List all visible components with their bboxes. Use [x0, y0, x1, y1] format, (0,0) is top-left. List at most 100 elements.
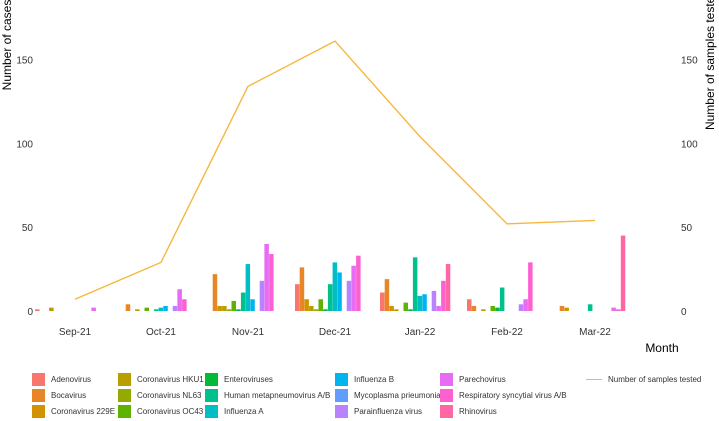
- bar-parainfluenza-virus-jan-22: [431, 290, 437, 311]
- legend-swatch: [335, 388, 348, 402]
- legend-label: Parainfluenza virus: [354, 406, 423, 416]
- legend-item-number-of-samples-tested: Number of samples tested: [586, 372, 701, 386]
- bar-influenza-a-jan-22: [417, 295, 423, 311]
- legend-item-coronavirus-229e: Coronavirus 229E: [32, 404, 115, 418]
- bar-parainfluenza-virus-dec-21: [346, 280, 352, 311]
- legend-swatch: [118, 372, 131, 386]
- legend-label: Human metapneumovirus A/B: [224, 390, 331, 400]
- y2-tick-label: 150: [681, 56, 698, 67]
- legend-swatch: [32, 404, 45, 418]
- bar-coronavirus-hku1-nov-21: [222, 305, 227, 311]
- bar-coronavirus-229e-jan-22: [389, 305, 394, 311]
- bar-parechovirus-sep-21: [91, 307, 96, 311]
- legend-swatch: [118, 388, 131, 402]
- legend-label: Coronavirus OC43: [137, 406, 204, 416]
- y2-tick-label: 100: [681, 139, 698, 150]
- bar-coronavirus-oc43-jan-22: [403, 302, 408, 311]
- legend-swatch: [335, 372, 348, 386]
- legend-item-respiratory-syncytial-virus-a-b: Respiratory syncytial virus A/B: [440, 388, 567, 402]
- legend-label: Rhinovirus: [459, 406, 497, 416]
- legend-swatch: [335, 404, 348, 418]
- bar-coronavirus-nl63-dec-21: [313, 309, 319, 311]
- bar-respiratory-syncytial-virus-a-b-oct-21: [182, 299, 187, 311]
- bar-bocavirus-oct-21: [125, 304, 131, 311]
- bar-coronavirus-229e-mar-22: [564, 307, 569, 311]
- legend-item-coronavirus-oc43: Coronavirus OC43: [118, 404, 203, 418]
- x-tick-label: Feb-22: [491, 327, 523, 338]
- bar-influenza-b-oct-21: [163, 305, 168, 311]
- legend-line-swatch: [586, 378, 602, 380]
- bar-influenza-b-nov-21: [250, 299, 255, 311]
- y-tick-label: 150: [16, 56, 33, 67]
- bar-influenza-a-oct-21: [158, 307, 164, 311]
- bar-rhinovirus-jan-22: [445, 264, 451, 311]
- bar-bocavirus-nov-21: [212, 274, 218, 311]
- legend-item-parechovirus: Parechovirus: [440, 372, 506, 386]
- x-axis: Sep-21 Oct-21 Nov-21 Dec-21 Jan-22 Feb-22 Mar-…: [59, 327, 611, 338]
- legend-item-mycoplasma-prieumoniae: Mycoplasma prieumoniae: [335, 388, 445, 402]
- legend-swatch: [205, 372, 218, 386]
- bar-bocavirus-dec-21: [299, 267, 305, 311]
- bar-human-metapneumovirus-a-b-dec-21: [327, 284, 333, 311]
- y-tick-label: 50: [22, 223, 34, 234]
- bar-influenza-b-jan-22: [422, 294, 427, 311]
- bar-coronavirus-oc43-oct-21: [144, 307, 149, 311]
- y-axis-label: Number of cases: [0, 0, 14, 90]
- y-tick-label: 100: [16, 139, 33, 150]
- legend-label: Coronavirus HKU1: [137, 374, 204, 384]
- bar-respiratory-syncytial-virus-a-b-dec-21: [356, 255, 361, 311]
- line-layer: [74, 40, 596, 300]
- bar-parechovirus-feb-22: [523, 299, 528, 311]
- x-tick-label: Jan-22: [405, 327, 436, 338]
- bar-adenovirus-jan-22: [380, 292, 385, 311]
- x-axis-label: Month: [645, 341, 678, 355]
- legend-swatch: [440, 404, 453, 418]
- y-tick-label: 0: [27, 307, 33, 318]
- bar-parechovirus-dec-21: [351, 265, 356, 311]
- bar-coronavirus-229e-nov-21: [217, 305, 222, 311]
- bar-coronavirus-hku1-dec-21: [309, 305, 314, 311]
- x-tick-label: Oct-21: [146, 327, 176, 338]
- x-tick-label: Sep-21: [59, 327, 92, 338]
- legend-item-influenza-b: Influenza B: [335, 372, 394, 386]
- bar-coronavirus-hku1-jan-22: [394, 309, 399, 311]
- y-axis-left: 0 50 100 150: [16, 56, 33, 318]
- legend-item-coronavirus-nl63: Coronavirus NL63: [118, 388, 201, 402]
- bar-respiratory-syncytial-virus-a-b-feb-22: [528, 262, 533, 311]
- bars-group: [35, 235, 626, 311]
- bar-bocavirus-jan-22: [384, 279, 390, 311]
- legend-label: Parechovirus: [459, 374, 506, 384]
- legend-label: Coronavirus NL63: [137, 390, 202, 400]
- legend-label: Enteroviruses: [224, 374, 273, 384]
- legend-item-human-metapneumovirus-a-b: Human metapneumovirus A/B: [205, 388, 330, 402]
- bar-enteroviruses-feb-22: [495, 307, 500, 311]
- bar-influenza-a-dec-21: [332, 262, 338, 311]
- bar-parainfluenza-virus-oct-21: [172, 305, 178, 311]
- legend-label: Influenza A: [224, 406, 264, 416]
- x-tick-label: Mar-22: [579, 327, 611, 338]
- bar-enteroviruses-dec-21: [323, 309, 328, 311]
- legend-label: Influenza B: [354, 374, 395, 384]
- chart-svg: 0 50 100 150 0 50 100 150 Sep-21 Oct-21 Nov-21 De…: [0, 0, 717, 355]
- bar-coronavirus-nl63-nov-21: [226, 309, 232, 311]
- legend-swatch: [205, 404, 218, 418]
- bar-influenza-b-dec-21: [337, 272, 342, 311]
- legend-swatch: [32, 372, 45, 386]
- legend: Adenovirus Coronavirus HKU1 Enteroviruses I…: [0, 370, 719, 421]
- bar-respiratory-syncytial-virus-a-b-mar-22: [616, 309, 621, 311]
- bar-adenovirus-sep-21: [35, 309, 40, 311]
- bar-human-metapneumovirus-a-b-mar-22: [587, 304, 593, 311]
- bar-parechovirus-oct-21: [177, 289, 182, 311]
- bar-coronavirus-hku1-feb-22: [481, 309, 486, 311]
- legend-label: Mycoplasma prieumoniae: [354, 390, 446, 400]
- x-tick-label: Dec-21: [319, 327, 352, 338]
- legend-item-bocavirus: Bocavirus: [32, 388, 86, 402]
- legend-label: Coronavirus 229E: [51, 406, 116, 416]
- legend-item-enteroviruses: Enteroviruses: [205, 372, 273, 386]
- legend-label: Adenovirus: [51, 374, 92, 384]
- samples-tested-line: [74, 40, 596, 300]
- bar-human-metapneumovirus-a-b-oct-21: [153, 309, 159, 311]
- bar-coronavirus-hku1-sep-21: [49, 307, 54, 311]
- bar-human-metapneumovirus-a-b-feb-22: [499, 287, 505, 311]
- legend-swatch: [118, 404, 131, 418]
